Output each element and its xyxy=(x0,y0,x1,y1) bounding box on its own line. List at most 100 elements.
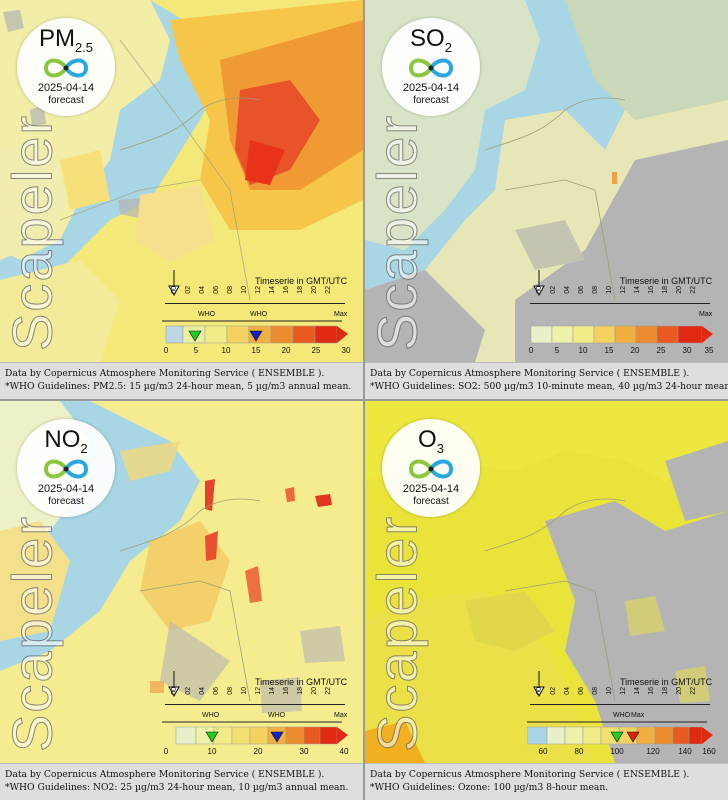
scale-tick: 30 xyxy=(682,346,692,355)
hour-label[interactable]: 18 xyxy=(297,687,304,695)
hour-label[interactable]: 06 xyxy=(213,286,220,294)
hour-label[interactable]: 06 xyxy=(578,687,585,695)
who-marker-green-icon xyxy=(610,731,624,743)
hour-label[interactable]: 14 xyxy=(634,286,641,294)
hour-label[interactable]: 02 xyxy=(550,687,557,695)
hour-label[interactable]: 20 xyxy=(676,286,683,294)
so2-map xyxy=(365,0,728,362)
infinity-logo-icon xyxy=(408,58,454,78)
hour-label[interactable]: 10 xyxy=(241,286,248,294)
hour-label[interactable]: 00 xyxy=(171,286,178,294)
hour-label[interactable]: 10 xyxy=(606,286,613,294)
color-scale-legend: WHO WHO Max 0 10 20 30 40 xyxy=(162,712,352,761)
pollutant-badge: O3 2025-04-14 forecast xyxy=(382,419,480,517)
hour-label[interactable]: 18 xyxy=(297,286,304,294)
forecast-label: forecast xyxy=(48,496,84,507)
color-scale-bar xyxy=(530,325,713,344)
hour-label[interactable]: 16 xyxy=(648,286,655,294)
timeserie-label: Timeserie in GMT/UTC xyxy=(620,276,713,286)
hour-label[interactable]: 08 xyxy=(592,286,599,294)
hour-label[interactable]: 02 xyxy=(185,687,192,695)
timeline xyxy=(165,303,345,304)
hour-label[interactable]: 04 xyxy=(564,687,571,695)
who-marker-green-icon xyxy=(188,330,202,342)
who-label: WHO xyxy=(268,712,286,719)
pollutant-badge: PM2.5 2025-04-14 forecast xyxy=(17,18,115,116)
hour-label[interactable]: 02 xyxy=(185,286,192,294)
scale-tick: 10 xyxy=(221,346,231,355)
scale-tick: 5 xyxy=(193,346,199,355)
forecast-label: forecast xyxy=(413,95,449,106)
hour-label[interactable]: 06 xyxy=(578,286,585,294)
watermark: Scapeler xyxy=(365,514,429,753)
forecast-date: 2025-04-14 xyxy=(37,483,95,495)
hour-label[interactable]: 12 xyxy=(620,286,627,294)
hour-label[interactable]: 20 xyxy=(311,286,318,294)
hour-label[interactable]: 22 xyxy=(325,286,332,294)
timeline xyxy=(165,704,345,705)
panel-pm25: Scapeler PM2.5 2025-04-14 forecast Times… xyxy=(0,0,363,399)
hour-label[interactable]: 12 xyxy=(620,687,627,695)
hour-label[interactable]: 12 xyxy=(255,687,262,695)
data-source-text: Data by Copernicus Atmosphere Monitoring… xyxy=(5,368,325,379)
scale-tick: 35 xyxy=(704,346,714,355)
hour-label[interactable]: 00 xyxy=(171,687,178,695)
infinity-logo-icon xyxy=(43,58,89,78)
who-marker-blue-icon xyxy=(270,731,284,743)
forecast-label: forecast xyxy=(48,95,84,106)
hour-label[interactable]: 14 xyxy=(269,687,276,695)
hour-label[interactable]: 04 xyxy=(199,286,206,294)
scale-tick: 25 xyxy=(656,346,666,355)
hour-label[interactable]: 22 xyxy=(690,286,697,294)
hour-label[interactable]: 00 xyxy=(536,286,543,294)
hour-label[interactable]: 20 xyxy=(676,687,683,695)
hour-label[interactable]: 16 xyxy=(283,687,290,695)
hour-label[interactable]: 14 xyxy=(269,286,276,294)
scale-tick: 140 xyxy=(678,747,692,756)
hour-label[interactable]: 04 xyxy=(564,286,571,294)
hour-ticks: 00 02 04 06 08 10 12 14 16 18 20 22 xyxy=(530,687,715,709)
color-scale-bar xyxy=(162,721,348,745)
timeserie-label: Timeserie in GMT/UTC xyxy=(255,677,348,687)
scale-tick: 20 xyxy=(630,346,640,355)
hour-label[interactable]: 08 xyxy=(592,687,599,695)
hour-label[interactable]: 06 xyxy=(213,687,220,695)
scale-tick: 30 xyxy=(341,346,351,355)
who-guideline-text: *WHO Guidelines: SO2: 500 µg/m3 10-minut… xyxy=(370,381,728,392)
forecast-date: 2025-04-14 xyxy=(402,82,460,94)
hour-label[interactable]: 22 xyxy=(325,687,332,695)
hour-label[interactable]: 08 xyxy=(227,286,234,294)
current-hour-arrow-icon xyxy=(168,270,180,296)
hour-label[interactable]: 18 xyxy=(662,286,669,294)
pollutant-title: NO2 xyxy=(44,426,88,456)
hour-label[interactable]: 20 xyxy=(311,687,318,695)
hour-label[interactable]: 08 xyxy=(227,687,234,695)
hour-label[interactable]: 16 xyxy=(283,286,290,294)
timeline xyxy=(530,704,710,705)
hour-label[interactable]: 22 xyxy=(690,687,697,695)
max-label: Max xyxy=(631,712,645,719)
hour-label[interactable]: 10 xyxy=(241,687,248,695)
scale-tick: 60 xyxy=(538,747,548,756)
hour-label[interactable]: 14 xyxy=(634,687,641,695)
hour-label[interactable]: 04 xyxy=(199,687,206,695)
hour-ticks: 00 02 04 06 08 10 12 14 16 18 20 22 xyxy=(165,286,350,308)
data-source-text: Data by Copernicus Atmosphere Monitoring… xyxy=(370,769,690,780)
scale-tick: 40 xyxy=(339,747,349,756)
infinity-logo-icon xyxy=(43,459,89,479)
hour-label[interactable]: 02 xyxy=(550,286,557,294)
pollutant-badge: SO2 2025-04-14 forecast xyxy=(382,18,480,116)
forecast-date: 2025-04-14 xyxy=(37,82,95,94)
scale-tick: 15 xyxy=(251,346,261,355)
hour-label[interactable]: 18 xyxy=(662,687,669,695)
hour-label[interactable]: 00 xyxy=(536,687,543,695)
hour-label[interactable]: 12 xyxy=(255,286,262,294)
hour-label[interactable]: 10 xyxy=(606,687,613,695)
who-label: WHO xyxy=(198,311,216,318)
hour-label[interactable]: 16 xyxy=(648,687,655,695)
pollutant-badge: NO2 2025-04-14 forecast xyxy=(17,419,115,517)
scale-tick: 0 xyxy=(528,346,534,355)
who-marker-blue-icon xyxy=(249,330,263,342)
pm25-map xyxy=(0,0,363,362)
